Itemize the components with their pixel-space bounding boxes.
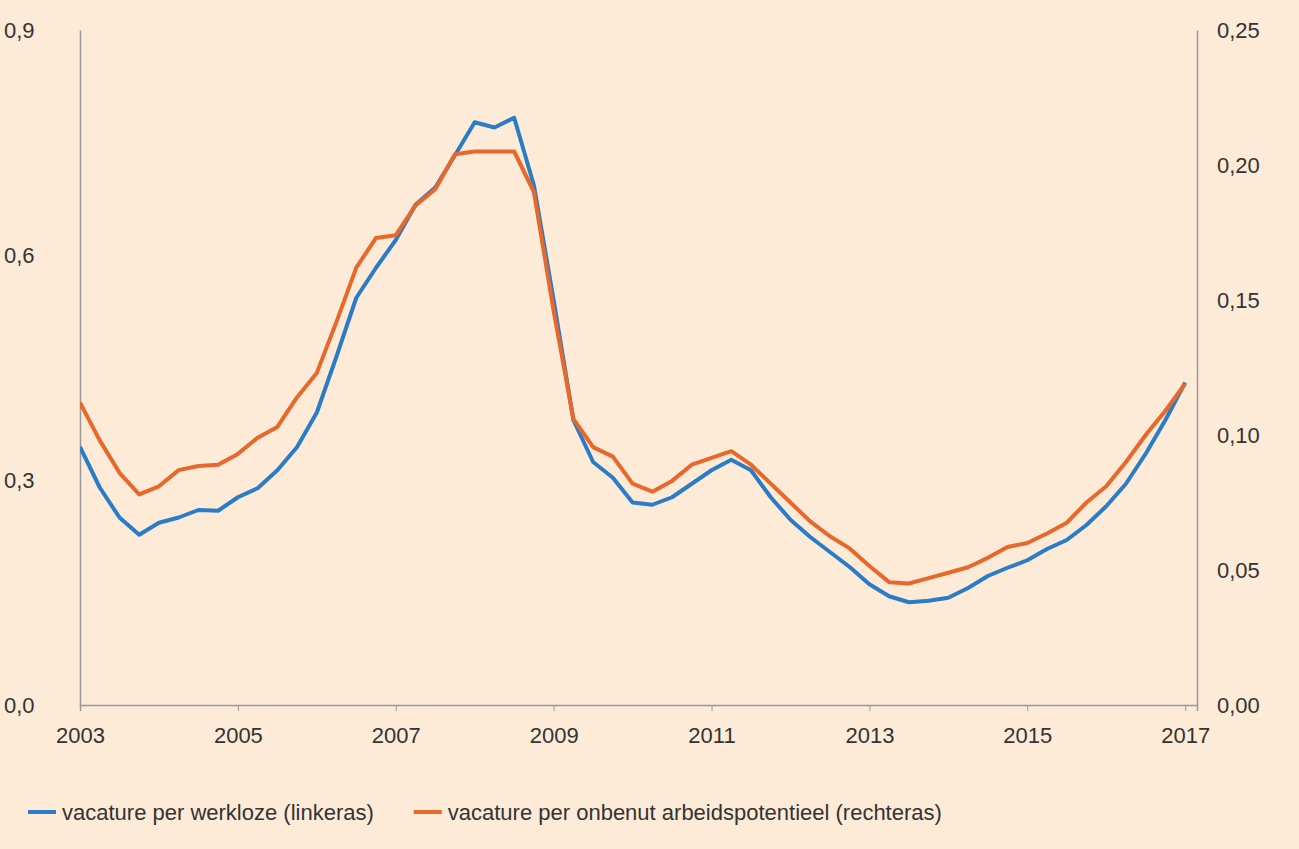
y-tick-label: 0,3 bbox=[4, 468, 35, 493]
x-tick: 2005 bbox=[214, 705, 263, 748]
y-axis-line bbox=[80, 31, 82, 706]
x-tick: 2003 bbox=[56, 705, 105, 748]
y-tick-label: 0,0 bbox=[4, 693, 35, 718]
y2-tick: 0,15 bbox=[1197, 288, 1260, 313]
x-tick-mark bbox=[554, 705, 555, 711]
y2-tick: 0,10 bbox=[1197, 423, 1260, 448]
y-axis: 0,0 0,3 0,6 0,9 bbox=[4, 18, 81, 718]
series-line bbox=[80, 152, 1185, 584]
x-tick-mark bbox=[1027, 705, 1028, 711]
y-tick: 0,0 bbox=[4, 693, 80, 718]
plot-area bbox=[80, 118, 1185, 603]
x-tick: 2011 bbox=[688, 705, 735, 748]
y2-tick-label: 0,00 bbox=[1217, 693, 1260, 718]
x-tick-mark bbox=[869, 705, 870, 711]
y2-tick-label: 0,10 bbox=[1217, 423, 1260, 448]
y2-tick-label: 0,15 bbox=[1217, 288, 1260, 313]
y2-tick: 0,00 bbox=[1197, 693, 1260, 718]
y2-tick: 0,20 bbox=[1197, 153, 1260, 178]
series-line bbox=[80, 118, 1185, 603]
legend-label: vacature per onbenut arbeidspotentieel (… bbox=[448, 800, 942, 825]
x-tick: 2017 bbox=[1161, 705, 1210, 748]
x-tick-label: 2013 bbox=[845, 723, 894, 748]
legend-item: vacature per onbenut arbeidspotentieel (… bbox=[414, 800, 942, 825]
x-tick: 2007 bbox=[372, 705, 421, 748]
y2-tick: 0,05 bbox=[1197, 558, 1260, 583]
x-axis-line bbox=[81, 706, 1198, 712]
background bbox=[0, 0, 1299, 849]
legend-label: vacature per werkloze (linkeras) bbox=[62, 800, 374, 825]
x-tick-mark bbox=[1185, 705, 1186, 711]
legend-item: vacature per werkloze (linkeras) bbox=[28, 800, 374, 825]
chart: 200320052007200920112013201520170,00,30,… bbox=[0, 0, 1299, 849]
x-tick-label: 2005 bbox=[214, 723, 263, 748]
x-tick-mark bbox=[238, 705, 239, 711]
y-tick: 0,6 bbox=[4, 243, 80, 268]
y-tick-label: 0,9 bbox=[4, 18, 35, 43]
legend-swatch bbox=[28, 810, 56, 814]
y2-tick-label: 0,25 bbox=[1217, 18, 1260, 43]
x-tick: 2015 bbox=[1003, 705, 1052, 748]
x-tick-label: 2003 bbox=[56, 723, 105, 748]
legend-swatch bbox=[414, 810, 442, 814]
y2-tick-label: 0,20 bbox=[1217, 153, 1260, 178]
x-tick-mark bbox=[396, 705, 397, 711]
x-tick-mark bbox=[712, 705, 713, 711]
y-tick-label: 0,6 bbox=[4, 243, 35, 268]
x-tick-label: 2015 bbox=[1003, 723, 1052, 748]
x-tick-mark bbox=[80, 705, 81, 711]
y2-tick-label: 0,05 bbox=[1217, 558, 1260, 583]
legend: vacature per werkloze (linkeras) vacature… bbox=[28, 800, 942, 825]
y2-axis-line bbox=[1197, 31, 1199, 706]
x-tick: 2009 bbox=[530, 705, 579, 748]
x-tick-label: 2011 bbox=[688, 723, 735, 748]
y-tick: 0,3 bbox=[4, 468, 80, 493]
x-tick-label: 2017 bbox=[1161, 723, 1210, 748]
y2-axis: 0,00 0,05 0,10 0,15 0,20 0,25 bbox=[1197, 18, 1260, 718]
x-tick-label: 2007 bbox=[372, 723, 421, 748]
x-tick-label: 2009 bbox=[530, 723, 579, 748]
y2-tick: 0,25 bbox=[1197, 18, 1260, 43]
y-tick: 0,9 bbox=[4, 18, 80, 43]
x-axis: 2003 2005 2007 2009 2011 2013 2015 2017 bbox=[56, 705, 1210, 748]
x-tick: 2013 bbox=[845, 705, 894, 748]
